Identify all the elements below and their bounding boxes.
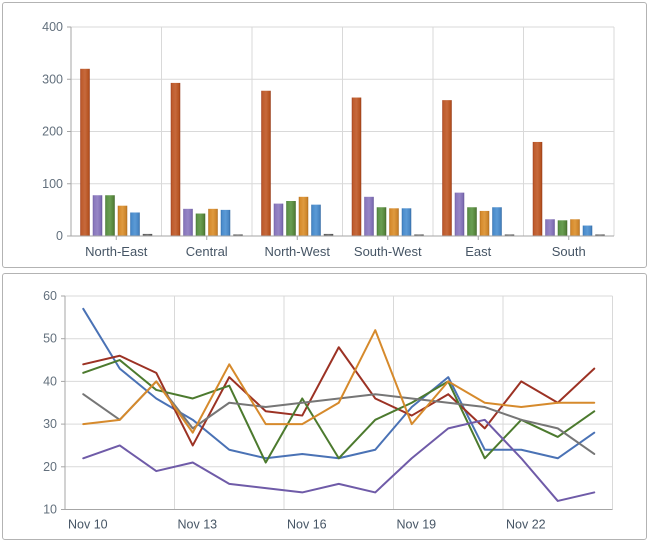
svg-text:Central: Central — [186, 244, 228, 259]
svg-text:50: 50 — [43, 332, 57, 346]
svg-text:40: 40 — [43, 374, 57, 388]
svg-text:30: 30 — [43, 417, 57, 431]
svg-text:60: 60 — [43, 289, 57, 303]
svg-text:South: South — [552, 244, 586, 259]
svg-text:0: 0 — [56, 229, 63, 243]
svg-text:Nov 10: Nov 10 — [68, 518, 108, 532]
svg-text:South-West: South-West — [354, 244, 422, 259]
svg-text:Nov 16: Nov 16 — [287, 518, 327, 532]
svg-text:North-West: North-West — [265, 244, 331, 259]
svg-text:East: East — [465, 244, 491, 259]
svg-text:20: 20 — [43, 460, 57, 474]
svg-text:Nov 13: Nov 13 — [178, 518, 218, 532]
svg-text:North-East: North-East — [85, 244, 148, 259]
svg-text:200: 200 — [42, 125, 63, 139]
svg-text:10: 10 — [43, 503, 57, 517]
svg-text:Nov 22: Nov 22 — [506, 518, 546, 532]
svg-text:Nov 19: Nov 19 — [397, 518, 437, 532]
svg-text:300: 300 — [42, 72, 63, 86]
svg-text:100: 100 — [42, 177, 63, 191]
svg-text:400: 400 — [42, 20, 63, 34]
